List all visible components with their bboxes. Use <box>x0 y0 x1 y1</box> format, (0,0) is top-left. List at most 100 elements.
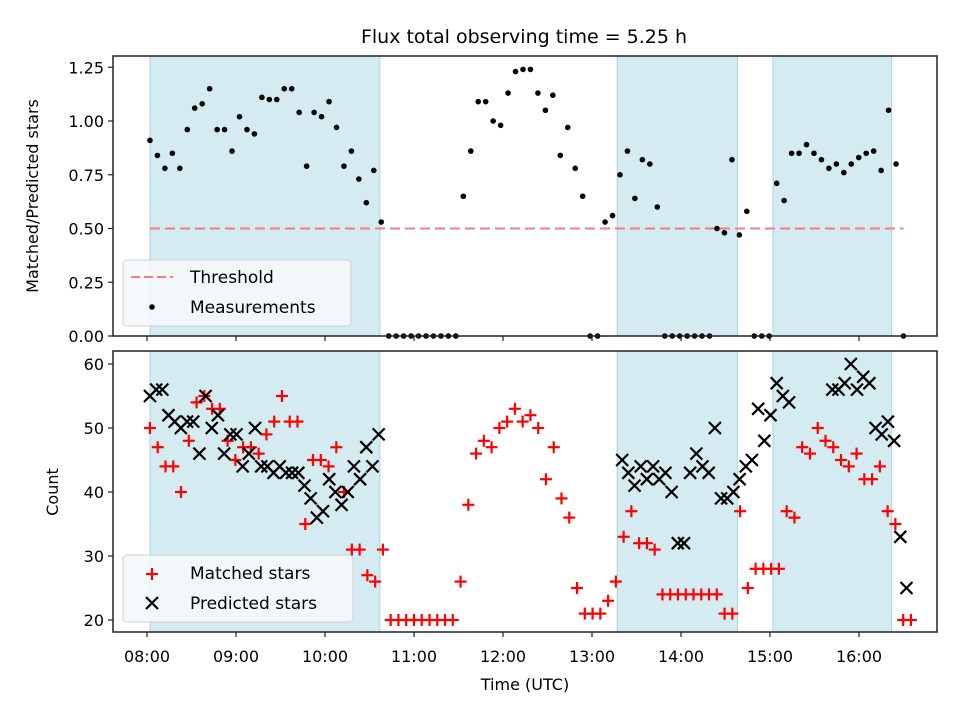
measurement-point <box>602 219 608 225</box>
measurement-point <box>572 166 578 172</box>
measurement-point <box>199 101 205 107</box>
measurement-point <box>341 163 347 169</box>
measurements-legend-marker <box>149 304 155 310</box>
measurement-point <box>893 161 899 167</box>
measurement-point <box>334 125 340 131</box>
x-tick-label: 15:00 <box>747 647 793 666</box>
bottom-y-tick-label: 30 <box>84 547 104 566</box>
matched-star-point <box>447 614 459 626</box>
bottom-shaded-span <box>773 351 892 632</box>
x-tick-label: 10:00 <box>302 647 348 666</box>
x-tick-label: 13:00 <box>569 647 615 666</box>
x-tick-label: 14:00 <box>658 647 704 666</box>
measurement-point <box>311 110 317 116</box>
matched-star-point <box>493 422 505 434</box>
measurement-point <box>274 97 280 103</box>
measurement-point <box>304 163 310 169</box>
matched-star-point <box>509 403 521 415</box>
measurement-point <box>192 105 198 111</box>
measurement-point <box>804 142 810 148</box>
measurement-point <box>289 86 295 92</box>
predicted-star-point <box>752 403 764 415</box>
measurement-point <box>550 92 556 98</box>
measurement-point <box>147 138 153 144</box>
measurement-point <box>565 125 571 131</box>
measurement-point <box>207 86 213 92</box>
measurement-point <box>856 155 862 161</box>
measurement-point <box>498 123 504 129</box>
predicted-star-point <box>900 582 912 594</box>
predicted-star-point <box>894 531 906 543</box>
measurement-point <box>886 107 892 113</box>
bottom-legend: Matched stars Predicted stars <box>123 555 353 622</box>
measurement-point <box>543 107 549 113</box>
x-tick-label: 08:00 <box>124 647 170 666</box>
top-y-axis-label: Matched/Predicted stars <box>23 99 42 293</box>
top-shaded-span <box>773 56 892 336</box>
measurement-point <box>811 150 817 156</box>
bottom-y-axis-label: Count <box>43 468 62 516</box>
measurement-point <box>647 161 653 167</box>
x-tick-label: 12:00 <box>480 647 526 666</box>
measurement-point <box>834 161 840 167</box>
measurement-point <box>483 99 489 105</box>
measurement-point <box>632 196 638 202</box>
measurement-point <box>640 157 646 163</box>
measurement-point <box>774 181 780 187</box>
measurement-point <box>364 200 370 206</box>
measurements-legend-label: Measurements <box>190 298 316 318</box>
measurement-point <box>244 127 250 133</box>
measurement-point <box>184 127 190 133</box>
bottom-y-tick-label: 60 <box>84 355 104 374</box>
measurement-point <box>781 198 787 204</box>
matched-star-point <box>517 416 529 428</box>
measurement-point <box>819 157 825 163</box>
bottom-y-ticks: 2030405060 <box>84 355 113 630</box>
top-legend: Threshold Measurements <box>123 260 351 326</box>
measurement-point <box>356 176 362 182</box>
matched-star-point <box>594 608 606 620</box>
matched-star-point <box>486 441 498 453</box>
measurement-point <box>722 230 728 236</box>
measurement-point <box>490 118 496 124</box>
measurement-point <box>796 150 802 156</box>
measurement-point <box>729 157 735 163</box>
top-y-tick-label: 0.25 <box>68 273 104 292</box>
matched-star-point <box>742 582 754 594</box>
top-y-tick-label: 1.25 <box>68 58 104 77</box>
matched-star-point <box>532 422 544 434</box>
matched-star-point <box>470 448 482 460</box>
x-tick-label: 11:00 <box>391 647 437 666</box>
matched-star-point <box>556 492 568 504</box>
measurement-point <box>252 131 258 137</box>
bottom-x-ticks: 08:0009:0010:0011:0012:0013:0014:0015:00… <box>124 632 882 666</box>
measurement-point <box>789 150 795 156</box>
measurement-point <box>513 69 519 75</box>
measurement-point <box>237 114 243 120</box>
measurement-point <box>737 232 743 238</box>
top-y-tick-label: 1.00 <box>68 112 104 131</box>
measurement-point <box>475 99 481 105</box>
figure: Flux total observing time = 5.25 h 0.000… <box>0 0 960 720</box>
matched-star-point <box>602 595 614 607</box>
x-tick-label: 16:00 <box>836 647 882 666</box>
measurement-point <box>520 67 526 73</box>
predicted-star-point <box>746 454 758 466</box>
measurement-point <box>625 148 631 154</box>
measurement-point <box>468 148 474 154</box>
matched-star-point <box>905 614 917 626</box>
matched-star-point <box>563 512 575 524</box>
measurement-point <box>558 153 564 159</box>
bottom-y-tick-label: 50 <box>84 419 104 438</box>
top-y-tick-label: 0.00 <box>68 327 104 346</box>
x-axis-label: Time (UTC) <box>480 675 569 694</box>
threshold-legend-label: Threshold <box>189 268 274 288</box>
measurement-point <box>744 209 750 215</box>
measurement-point <box>267 97 273 103</box>
measurement-point <box>461 193 467 199</box>
measurement-point <box>505 90 511 96</box>
measurement-point <box>610 213 616 219</box>
measurement-point <box>371 168 377 174</box>
predicted-legend-label: Predicted stars <box>190 594 317 614</box>
measurement-point <box>229 148 235 154</box>
